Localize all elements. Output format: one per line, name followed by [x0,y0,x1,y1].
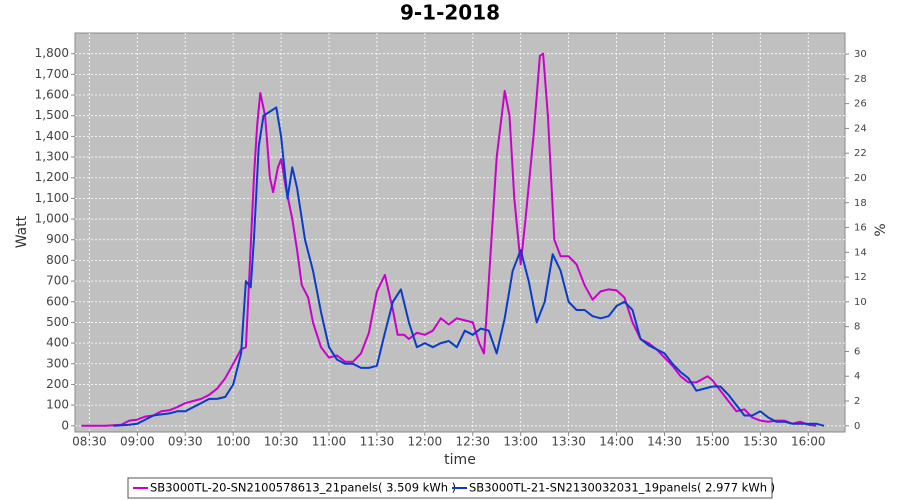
x-tick-label: 15:30 [743,435,778,449]
y-tick-label: 900 [46,232,69,246]
y-tick-label: 1,000 [35,212,69,226]
x-tick-label: 09:00 [120,435,155,449]
y-tick-label: 1,800 [35,46,69,60]
x-tick-label: 11:00 [312,435,347,449]
y-tick-label: 1,200 [35,170,69,184]
y2-tick-label: 16 [854,223,867,234]
x-tick-label: 10:00 [216,435,251,449]
y-tick-label: 0 [61,418,69,432]
y2-tick-label: 0 [854,421,860,432]
y2-tick-label: 12 [854,272,867,283]
x-tick-label: 12:30 [455,435,490,449]
y-tick-label: 1,300 [35,150,69,164]
y2-tick-label: 22 [854,148,867,159]
y-tick-label: 1,700 [35,67,69,81]
x-axis-label: time [444,452,476,468]
x-tick-label: 15:00 [695,435,730,449]
y-tick-label: 1,100 [35,191,69,205]
y2-tick-label: 24 [854,123,867,134]
series-line [113,106,825,427]
y2-tick-label: 6 [854,346,860,357]
x-tick-label: 13:00 [503,435,538,449]
y2-tick-label: 26 [854,99,867,110]
y2-tick-label: 8 [854,322,860,333]
x-tick-label: 11:30 [360,435,395,449]
y-tick-label: 600 [46,294,69,308]
y-tick-label: 100 [46,398,69,412]
y2-tick-label: 30 [854,49,867,60]
x-tick-label: 08:30 [72,435,107,449]
y2-tick-label: 14 [854,247,867,258]
y2-tick-label: 28 [854,74,867,85]
x-tick-label: 12:00 [408,435,443,449]
legend [127,477,773,499]
legend-label: SB3000TL-21-SN2130032031_19panels( 2.977… [469,481,775,495]
y2-axis-label: % [873,223,889,236]
y-tick-label: 1,500 [35,108,69,122]
x-tick-label: 13:30 [551,435,586,449]
chart-title: 9-1-2018 [400,1,500,25]
x-tick-label: 09:30 [168,435,203,449]
y-tick-label: 1,400 [35,129,69,143]
legend-label: SB3000TL-20-SN2100578613_21panels( 3.509… [150,481,456,495]
y-tick-label: 500 [46,315,69,329]
x-tick-label: 16:00 [791,435,826,449]
y2-tick-label: 4 [854,371,860,382]
plot-area [74,32,846,433]
x-tick-label: 14:00 [599,435,634,449]
y2-tick-label: 18 [854,198,867,209]
y-tick-label: 700 [46,274,69,288]
y2-tick-label: 20 [854,173,867,184]
series-line [81,52,817,427]
y-tick-label: 1,600 [35,88,69,102]
y-axis-label: Watt [14,215,30,248]
x-tick-label: 14:30 [647,435,682,449]
y-tick-label: 400 [46,336,69,350]
x-tick-label: 10:30 [264,435,299,449]
y2-tick-label: 10 [854,297,867,308]
y-tick-label: 300 [46,356,69,370]
y-tick-label: 800 [46,253,69,267]
y2-tick-label: 2 [854,396,860,407]
y-tick-label: 200 [46,377,69,391]
